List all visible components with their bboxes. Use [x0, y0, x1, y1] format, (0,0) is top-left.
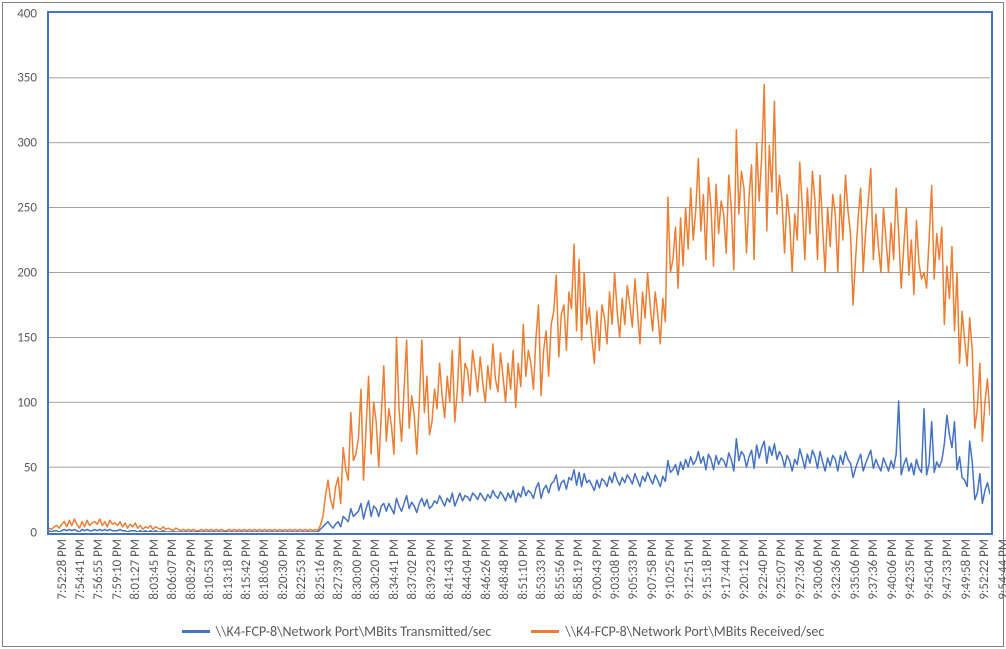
x-tick-label: 9:07:58 PM	[645, 539, 660, 600]
legend-item: \\K4-FCP-8\Network Port\MBits Received/s…	[531, 623, 824, 640]
x-tick-label: 9:05:33 PM	[626, 539, 641, 600]
x-tick-label: 9:42:35 PM	[903, 539, 918, 600]
x-tick-label: 9:47:33 PM	[940, 539, 955, 600]
x-tick-label: 8:03:45 PM	[147, 539, 162, 600]
x-tick-label: 9:45:04 PM	[922, 539, 937, 600]
x-tick-label: 8:18:06 PM	[257, 539, 272, 600]
legend-label: \\K4-FCP-8\Network Port\MBits Transmitte…	[216, 623, 492, 640]
series-line	[49, 401, 990, 532]
x-tick-label: 8:46:26 PM	[479, 539, 494, 600]
x-tick-label: 8:30:20 PM	[368, 539, 383, 600]
x-tick-label: 8:53:33 PM	[534, 539, 549, 600]
x-tick-label: 8:15:42 PM	[239, 539, 254, 600]
x-tick-label: 9:37:36 PM	[866, 539, 881, 600]
x-tick-label: 9:20:12 PM	[737, 539, 752, 600]
x-tick-label: 8:25:16 PM	[313, 539, 328, 600]
x-tick-label: 8:37:02 PM	[405, 539, 420, 600]
legend-swatch	[182, 630, 210, 633]
x-tick-label: 8:27:39 PM	[331, 539, 346, 600]
series-line	[49, 84, 990, 530]
x-tick-label: 8:39:23 PM	[424, 539, 439, 600]
legend-label: \\K4-FCP-8\Network Port\MBits Received/s…	[565, 623, 824, 640]
legend-swatch	[531, 630, 559, 633]
x-tick-label: 9:10:25 PM	[663, 539, 678, 600]
legend: \\K4-FCP-8\Network Port\MBits Transmitte…	[3, 623, 1003, 640]
x-tick-label: 7:56:55 PM	[91, 539, 106, 600]
x-tick-label: 8:48:48 PM	[497, 539, 512, 600]
x-tick-label: 9:54:44 PM	[996, 539, 1006, 600]
x-tick-label: 8:51:10 PM	[516, 539, 531, 600]
x-tick-label: 9:35:06 PM	[848, 539, 863, 600]
x-tick-label: 9:22:40 PM	[756, 539, 771, 600]
x-tick-label: 9:52:22 PM	[977, 539, 992, 600]
x-tick-label: 9:49:58 PM	[959, 539, 974, 600]
y-tick-label: 300	[0, 136, 37, 151]
y-tick-label: 150	[0, 330, 37, 345]
x-tick-label: 8:44:04 PM	[460, 539, 475, 600]
x-tick-label: 9:12:51 PM	[682, 539, 697, 600]
y-tick-label: 400	[0, 6, 37, 21]
x-tick-label: 8:55:56 PM	[553, 539, 568, 600]
x-tick-label: 7:52:28 PM	[55, 539, 70, 600]
x-tick-label: 9:25:07 PM	[774, 539, 789, 600]
y-tick-label: 100	[0, 395, 37, 410]
x-tick-label: 9:32:36 PM	[829, 539, 844, 600]
x-tick-label: 8:20:30 PM	[276, 539, 291, 600]
x-tick-label: 8:13:18 PM	[221, 539, 236, 600]
x-tick-label: 9:15:18 PM	[700, 539, 715, 600]
x-tick-label: 8:22:53 PM	[294, 539, 309, 600]
x-tick-label: 8:08:29 PM	[184, 539, 199, 600]
x-tick-label: 8:10:53 PM	[202, 539, 217, 600]
x-tick-label: 9:27:36 PM	[793, 539, 808, 600]
x-tick-label: 9:00:43 PM	[590, 539, 605, 600]
y-tick-label: 250	[0, 201, 37, 216]
x-tick-label: 8:01:27 PM	[128, 539, 143, 600]
y-tick-label: 200	[0, 266, 37, 281]
x-tick-label: 9:03:08 PM	[608, 539, 623, 600]
plot-svg	[49, 13, 990, 532]
x-tick-label: 8:58:19 PM	[571, 539, 586, 600]
x-tick-label: 7:54:41 PM	[73, 539, 88, 600]
y-tick-label: 0	[0, 525, 37, 540]
x-tick-label: 8:06:07 PM	[165, 539, 180, 600]
x-tick-label: 9:40:06 PM	[885, 539, 900, 600]
x-tick-label: 9:30:06 PM	[811, 539, 826, 600]
y-tick-label: 50	[0, 460, 37, 475]
x-tick-label: 9:17:44 PM	[719, 539, 734, 600]
y-tick-label: 350	[0, 71, 37, 86]
x-tick-label: 7:59:10 PM	[110, 539, 125, 600]
x-tick-label: 8:30:00 PM	[350, 539, 365, 600]
legend-item: \\K4-FCP-8\Network Port\MBits Transmitte…	[182, 623, 492, 640]
chart-container: 0 50 100 150 200 250 300 350 400 7:52:28 PM7:54:…	[2, 2, 1004, 647]
plot-area	[47, 11, 993, 535]
x-tick-label: 8:41:43 PM	[442, 539, 457, 600]
x-tick-label: 8:34:41 PM	[387, 539, 402, 600]
